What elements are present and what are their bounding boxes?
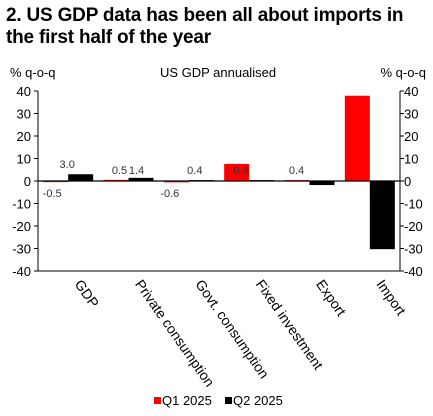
left-axis-unit-label: % q-o-q <box>10 65 56 80</box>
bar-q2-2025-gdp <box>68 174 94 181</box>
right-tick-label: -40 <box>404 264 423 279</box>
left-tick-label: 0 <box>24 174 31 189</box>
data-label: 0.4 <box>187 165 202 177</box>
right-axis-unit-label: % q-o-q <box>380 65 426 80</box>
legend: Q1 2025 Q2 2025 <box>154 393 283 408</box>
bar-q2-2025-export <box>309 181 335 186</box>
left-tick-label: -20 <box>12 219 31 234</box>
right-axis-ticks: -40 -30 -20 -10 0 10 20 30 40 <box>400 84 423 279</box>
data-label: -0.6 <box>160 188 179 200</box>
right-tick-label: -30 <box>404 242 423 257</box>
left-tick-label: 30 <box>17 107 31 122</box>
bar-q1-2025-govt-consumption <box>163 181 189 183</box>
bar-q2-2025-import <box>369 181 395 250</box>
right-tick-label: 30 <box>404 107 418 122</box>
data-label: -0.5 <box>43 188 62 200</box>
category-label: Import <box>373 277 409 319</box>
bar-q1-2025-fixed-investment <box>224 163 250 181</box>
data-label: 1.4 <box>129 165 144 177</box>
category-label: Export <box>313 277 349 319</box>
left-tick-label: 10 <box>17 152 31 167</box>
right-tick-label: 0 <box>404 174 411 189</box>
left-tick-label: -10 <box>12 197 31 212</box>
right-tick-label: 20 <box>404 129 418 144</box>
legend-swatch <box>225 397 232 404</box>
left-tick-label: 40 <box>17 84 31 99</box>
right-tick-label: 40 <box>404 84 418 99</box>
legend-label: Q2 2025 <box>233 393 283 408</box>
category-label: GDP <box>72 277 103 311</box>
bars <box>43 95 395 250</box>
data-label: 0.5 <box>112 165 127 177</box>
right-tick-label: -10 <box>404 197 423 212</box>
legend-label: Q1 2025 <box>162 393 212 408</box>
bar-q2-2025-private-consumption <box>128 177 154 181</box>
axes <box>37 91 401 272</box>
right-tick-label: 10 <box>404 152 418 167</box>
left-axis-ticks: -40 -30 -20 -10 0 10 20 30 40 <box>12 84 38 279</box>
chart-title: 2. US GDP data has been all about import… <box>6 5 404 48</box>
right-tick-label: -20 <box>404 219 423 234</box>
data-labels: -0.5 3.0 0.5 1.4 -0.6 0.4 0.4 0.4 <box>43 159 304 200</box>
chart-subtitle: US GDP annualised <box>160 65 276 80</box>
legend-swatch <box>154 397 161 404</box>
data-label: 3.0 <box>60 159 75 171</box>
data-label: 0.4 <box>234 165 249 177</box>
bar-q1-2025-import <box>344 95 370 181</box>
left-tick-label: -30 <box>12 242 31 257</box>
left-tick-label: -40 <box>12 264 31 279</box>
left-tick-label: 20 <box>17 129 31 144</box>
data-label: 0.4 <box>289 165 304 177</box>
